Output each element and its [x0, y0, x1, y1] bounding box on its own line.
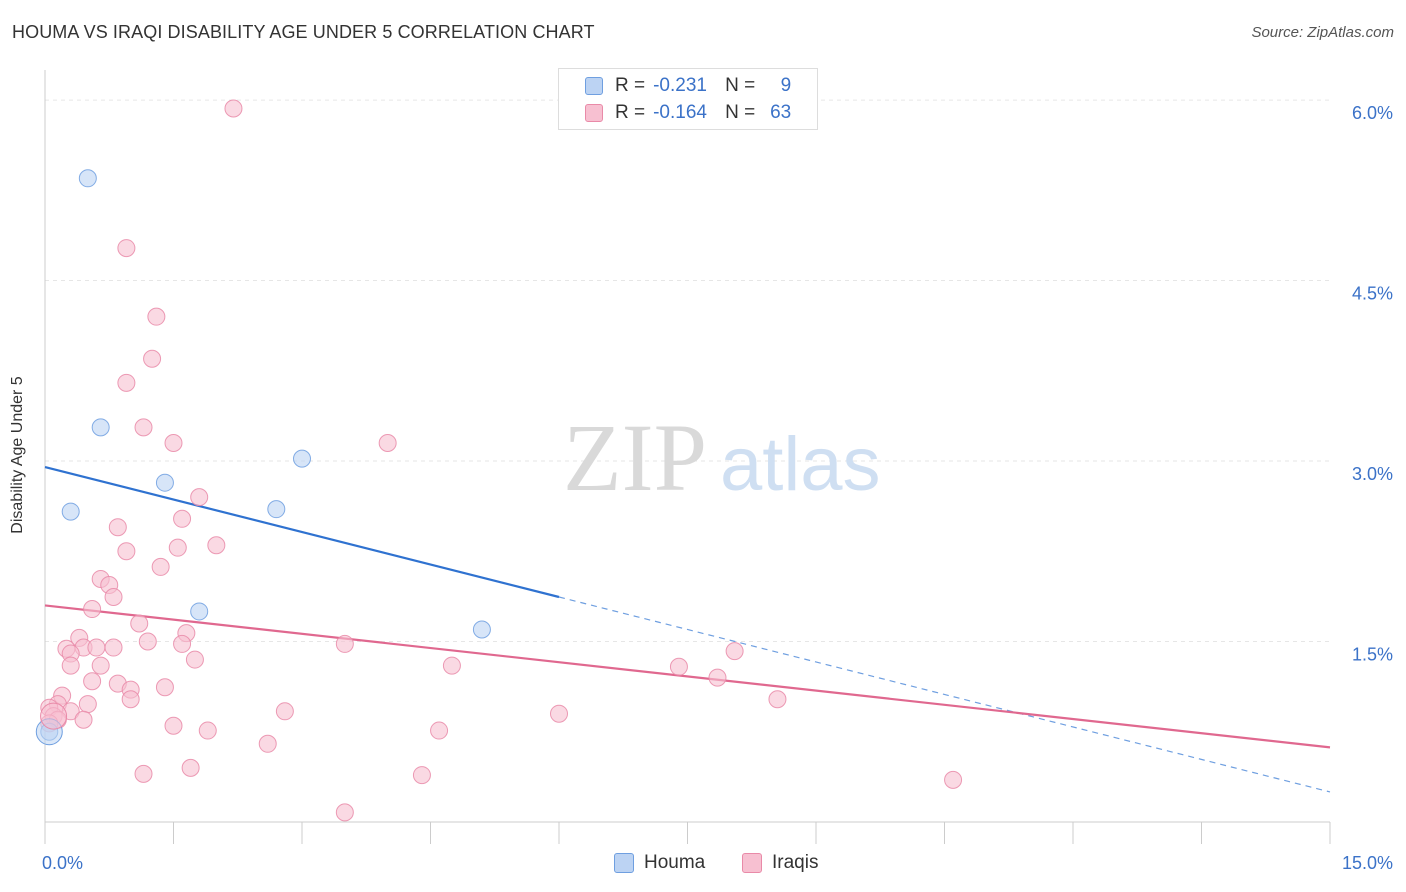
stats-legend: R = -0.231 N = 9 R = -0.164 N = 63	[558, 68, 818, 130]
iraqis-point	[91, 656, 110, 675]
iraqis-point	[190, 488, 209, 507]
houma-point	[78, 169, 97, 188]
houma-point	[293, 449, 311, 468]
r-label: R =	[615, 102, 646, 123]
r-value: -0.164	[653, 102, 707, 123]
iraqis-point	[108, 518, 127, 537]
y-tick-label: 4.5%	[1352, 284, 1393, 304]
houma-trend-line	[44, 465, 560, 599]
iraqis-point	[275, 702, 294, 721]
iraqis-point	[151, 557, 170, 576]
iraqis-legend-swatch	[742, 853, 762, 873]
stats-legend-row-iraqis: R = -0.164 N = 63	[585, 101, 791, 125]
iraqis-point	[117, 542, 136, 561]
iraqis-point	[104, 638, 123, 657]
houma-point	[155, 473, 174, 492]
houma-point	[61, 502, 80, 521]
iraqis-point	[164, 433, 183, 452]
iraqis-point	[117, 239, 136, 258]
iraqis-point	[164, 716, 183, 735]
iraqis-point	[83, 672, 102, 691]
houma-point	[472, 620, 491, 639]
y-tick-label: 3.0%	[1352, 464, 1393, 484]
iraqis-point	[138, 632, 157, 651]
iraqis-point	[143, 349, 162, 368]
iraqis-point	[198, 721, 217, 740]
data-points	[35, 99, 963, 822]
legend-item-iraqis[interactable]: Iraqis	[742, 852, 818, 874]
iraqis-point	[708, 668, 727, 687]
x-tick-label-end: 15.0%	[1342, 853, 1393, 873]
iraqis-point	[185, 650, 204, 669]
iraqis-point	[335, 634, 354, 653]
n-label: N =	[725, 75, 756, 96]
iraqis-point	[117, 373, 136, 392]
iraqis-point	[147, 307, 166, 326]
source-label: Source: ZipAtlas.com	[1251, 24, 1394, 41]
iraqis-point	[173, 509, 192, 528]
r-label: R =	[615, 75, 646, 96]
watermark-zip: ZIP	[563, 404, 707, 511]
tick-labels: 1.5% 3.0% 4.5% 6.0% 0.0% 15.0%	[42, 103, 1393, 873]
iraqis-swatch	[585, 104, 603, 122]
chart-title: HOUMA VS IRAQI DISABILITY AGE UNDER 5 CO…	[12, 22, 595, 42]
houma-point	[91, 418, 110, 437]
iraqis-point	[944, 770, 963, 789]
iraqis-point	[87, 638, 106, 657]
iraqis-point	[669, 657, 688, 676]
iraqis-point	[74, 710, 93, 729]
iraqis-point	[83, 600, 102, 619]
houma-trend-line-extrapolated	[558, 596, 1331, 793]
x-tick-label-start: 0.0%	[42, 853, 83, 873]
trend-lines	[44, 465, 1331, 793]
n-value: 9	[780, 75, 792, 96]
iraqis-point	[155, 678, 174, 697]
iraqis-point	[442, 656, 461, 675]
houma-point	[190, 602, 209, 621]
r-value: -0.231	[653, 75, 707, 96]
iraqis-point	[378, 433, 397, 452]
iraqis-point	[134, 418, 153, 437]
houma-swatch	[585, 77, 603, 95]
n-label: N =	[725, 102, 756, 123]
iraqis-point	[130, 614, 149, 633]
iraqis-point	[430, 721, 449, 740]
iraqis-trend-line	[44, 604, 1331, 749]
iraqis-point	[725, 642, 744, 661]
stats-legend-row-houma: R = -0.231 N = 9	[585, 74, 791, 98]
iraqis-point	[550, 704, 568, 723]
iraqis-point	[104, 588, 123, 607]
y-tick-label: 6.0%	[1352, 103, 1393, 123]
y-tick-label: 1.5%	[1352, 645, 1393, 665]
iraqis-point	[412, 766, 431, 785]
iraqis-point	[335, 803, 354, 822]
iraqis-point	[768, 690, 787, 709]
houma-point	[267, 500, 286, 519]
iraqis-point	[78, 695, 97, 714]
iraqis-point	[61, 656, 80, 675]
iraqis-point	[134, 764, 153, 783]
iraqis-point	[224, 99, 243, 118]
iraqis-point	[258, 734, 277, 753]
axes	[44, 70, 1331, 844]
legend-label-iraqis: Iraqis	[772, 852, 819, 873]
n-value: 63	[770, 102, 792, 123]
iraqis-point	[181, 758, 200, 777]
iraqis-point	[173, 634, 192, 653]
legend-item-houma[interactable]: Houma	[614, 852, 705, 874]
iraqis-point	[121, 690, 140, 709]
gridlines	[45, 99, 1330, 643]
iraqis-point	[168, 538, 187, 557]
iraqis-point	[207, 536, 226, 555]
legend-label-houma: Houma	[644, 852, 706, 873]
houma-legend-swatch	[614, 853, 634, 873]
watermark-atlas: atlas	[720, 422, 881, 507]
iraqis-cluster-point	[40, 702, 68, 730]
series-legend: Houma Iraqis	[0, 850, 1406, 878]
